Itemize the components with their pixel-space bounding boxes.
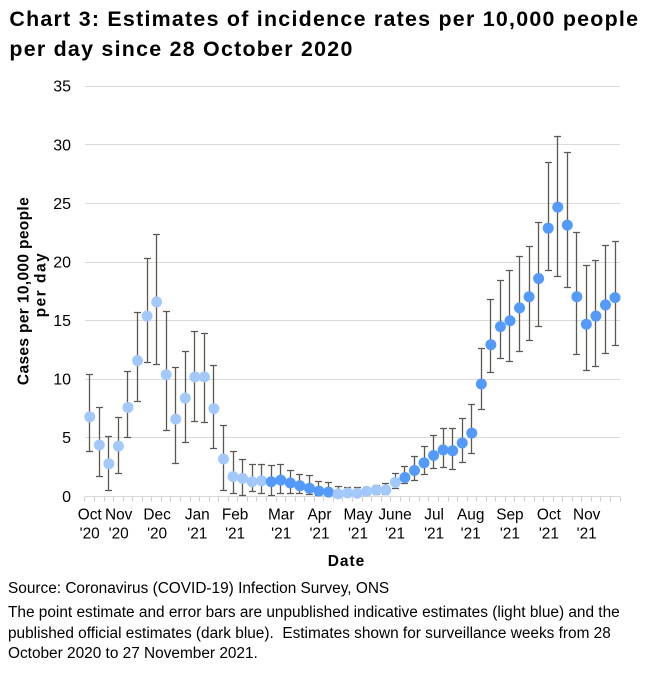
svg-text:'21: '21 [309, 525, 329, 542]
svg-text:'21: '21 [424, 525, 444, 542]
svg-text:Oct: Oct [78, 506, 103, 523]
svg-text:Aug: Aug [457, 506, 484, 523]
svg-text:'21: '21 [225, 525, 245, 542]
svg-text:per day: per day [33, 252, 50, 318]
svg-text:'21: '21 [539, 525, 559, 542]
svg-text:20: 20 [53, 255, 71, 272]
svg-text:May: May [343, 506, 372, 523]
svg-text:35: 35 [53, 79, 71, 96]
svg-text:'21: '21 [500, 525, 520, 542]
svg-text:Cases per 10,000 people: Cases per 10,000 people [16, 197, 33, 385]
svg-text:Sep: Sep [496, 506, 523, 523]
svg-text:Nov: Nov [573, 506, 601, 523]
svg-text:'21: '21 [385, 525, 405, 542]
svg-text:25: 25 [53, 196, 71, 213]
svg-text:Apr: Apr [308, 506, 332, 523]
svg-text:'20: '20 [147, 525, 167, 542]
svg-text:5: 5 [62, 430, 71, 447]
svg-text:'20: '20 [109, 525, 129, 542]
svg-text:Date: Date [328, 553, 366, 570]
svg-text:Oct: Oct [537, 506, 562, 523]
svg-text:Mar: Mar [268, 506, 295, 523]
svg-text:Nov: Nov [105, 506, 133, 523]
svg-text:'21: '21 [461, 525, 481, 542]
svg-text:'21: '21 [577, 525, 597, 542]
svg-text:June: June [378, 506, 411, 523]
svg-text:15: 15 [53, 313, 71, 330]
svg-text:Jan: Jan [185, 506, 210, 523]
svg-text:Dec: Dec [143, 506, 171, 523]
svg-text:'21: '21 [271, 525, 291, 542]
svg-text:Jul: Jul [424, 506, 444, 523]
svg-text:'21: '21 [348, 525, 368, 542]
svg-text:'20: '20 [80, 525, 100, 542]
svg-text:Feb: Feb [222, 506, 249, 523]
svg-text:0: 0 [62, 489, 71, 506]
svg-text:'21: '21 [187, 525, 207, 542]
svg-text:10: 10 [53, 372, 71, 389]
svg-text:30: 30 [53, 137, 71, 154]
